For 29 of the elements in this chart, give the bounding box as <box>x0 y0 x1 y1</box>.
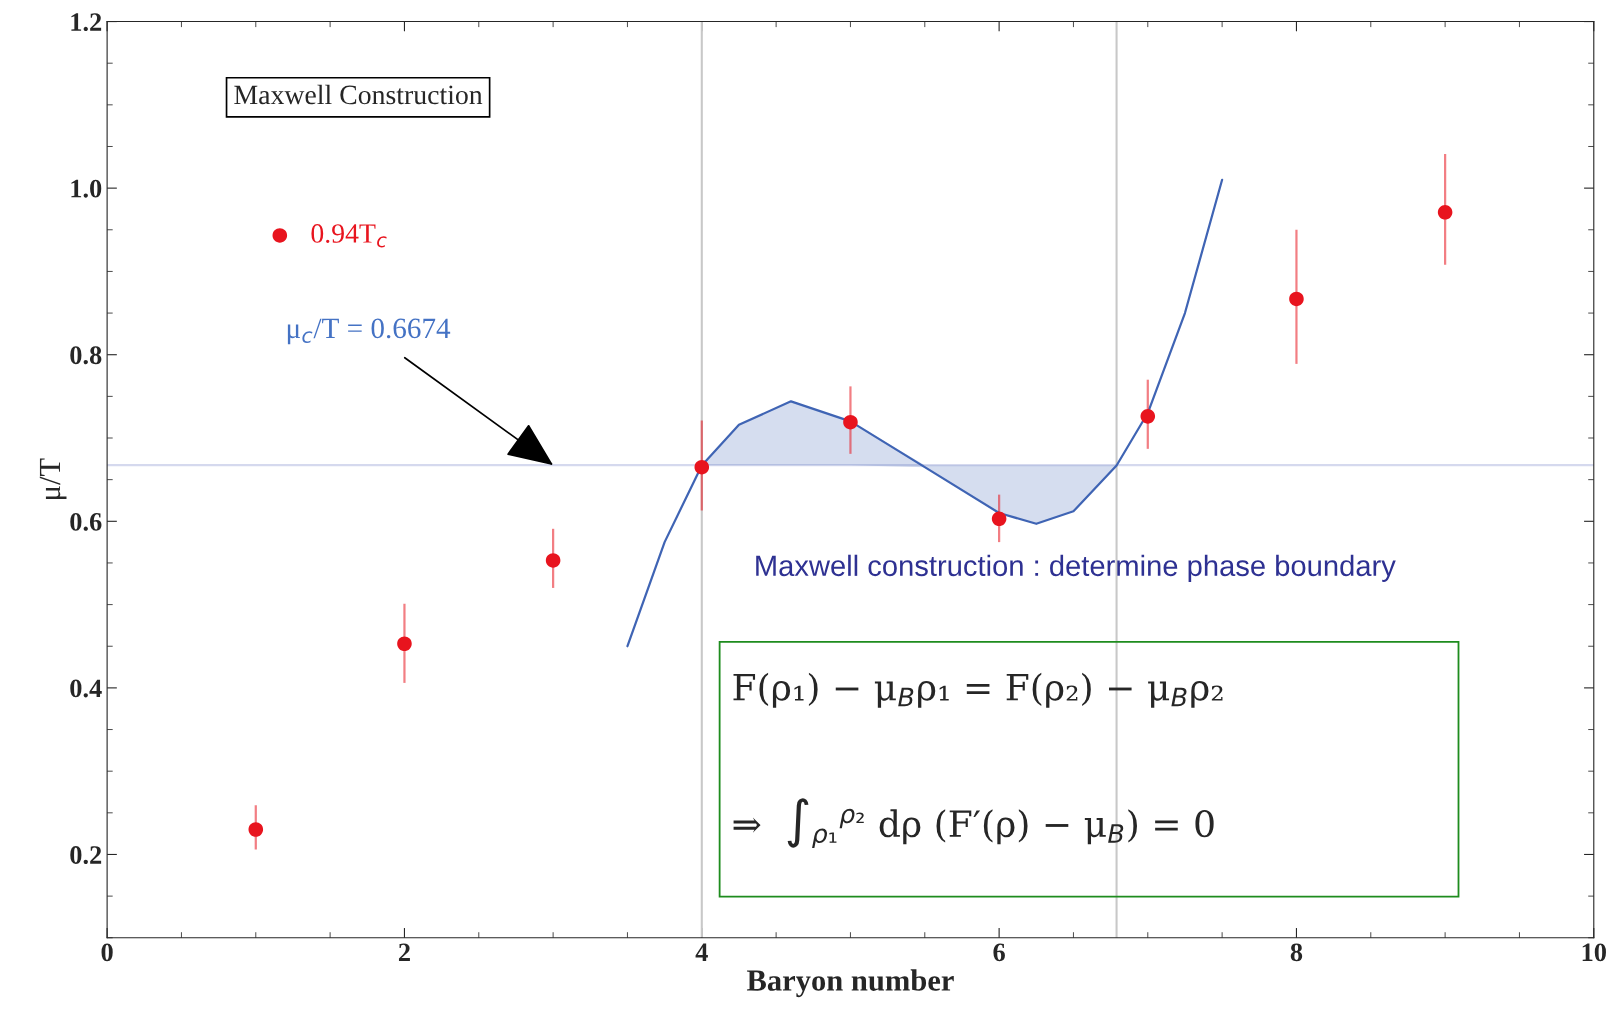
point <box>248 822 264 837</box>
annotation: μ$_{c}$/T = 0.6674 <box>287 318 451 345</box>
point <box>1437 205 1453 220</box>
annotation: Maxwell construction : determine phase boundary <box>756 554 1396 582</box>
point <box>1289 291 1304 307</box>
point <box>545 553 561 568</box>
x-axis-title: Baryon number <box>746 969 954 998</box>
x-tick-label: 10 <box>1582 943 1606 962</box>
point <box>1140 409 1156 424</box>
y-axis-title: μ/T <box>39 458 67 499</box>
annotation: F(ρ₁) − μ$_{B}$ρ₁ = F(ρ₂) − μ$_{B}$ρ₂ <box>733 672 1223 708</box>
x-tick-label: 6 <box>993 943 1005 962</box>
point <box>397 636 412 652</box>
y-tick-label: 0.6 <box>70 512 102 531</box>
y-tick-label: 1.0 <box>71 179 102 198</box>
point <box>843 414 858 430</box>
y-tick-label: 1.2 <box>71 13 102 32</box>
annotation: ⇒ ∫$_{ρ₁}$$^{ρ₂}$ dρ (F′(ρ) − μ$_{B}$) = 0 <box>733 798 1214 848</box>
x-tick-label: 8 <box>1290 943 1303 962</box>
x-tick-label: 4 <box>695 943 708 961</box>
legend-label: 0.94T$_{c}$ <box>311 224 387 248</box>
point <box>694 459 710 475</box>
x-tick-label: 2 <box>398 943 410 961</box>
y-tick-label: 0.4 <box>70 679 102 698</box>
y-tick-label: 0.8 <box>70 346 102 365</box>
y-tick-label: 0.2 <box>70 846 102 864</box>
point <box>991 511 1007 527</box>
x-tick-label: 0 <box>101 943 113 962</box>
annotation: Maxwell Construction <box>234 84 483 105</box>
